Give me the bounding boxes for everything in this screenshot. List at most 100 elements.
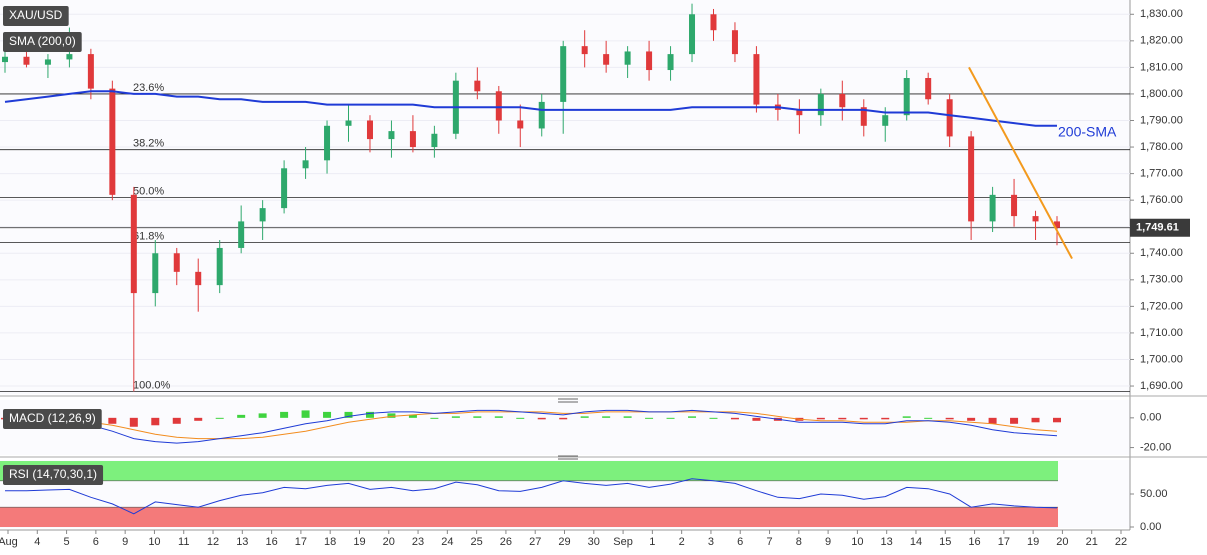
candle-body bbox=[882, 115, 889, 126]
macd-histogram bbox=[344, 411, 353, 418]
macd-histogram bbox=[752, 417, 761, 421]
candle-body bbox=[366, 120, 373, 140]
x-tick-label: 16 bbox=[265, 536, 277, 548]
rsi-label-box bbox=[3, 465, 104, 485]
candle-body bbox=[538, 101, 545, 129]
rsi-upper-zone bbox=[0, 461, 1058, 481]
macd-histogram bbox=[881, 417, 890, 420]
x-tick-label: 14 bbox=[910, 536, 922, 548]
x-tick-label: 9 bbox=[825, 536, 831, 548]
candle-body bbox=[667, 54, 674, 71]
x-tick-label: 26 bbox=[500, 536, 512, 548]
macd-label-text: MACD (12,26,9) bbox=[9, 411, 96, 425]
y-tick-label: 1,740.00 bbox=[1140, 247, 1183, 259]
candle-body bbox=[130, 194, 137, 294]
x-tick-label: 18 bbox=[324, 536, 336, 548]
macd-histogram bbox=[945, 417, 954, 420]
x-tick-label: 5 bbox=[64, 536, 70, 548]
candle-body bbox=[66, 54, 73, 60]
x-tick-label: Sep bbox=[613, 536, 633, 548]
x-tick-label: 17 bbox=[998, 536, 1010, 548]
last-price-label: 1,749.61 bbox=[1136, 222, 1179, 234]
candle-body bbox=[259, 208, 266, 222]
candle-body bbox=[1032, 216, 1039, 222]
macd-histogram bbox=[688, 416, 697, 418]
candle-body bbox=[216, 247, 223, 286]
y-tick-label: 1,780.00 bbox=[1140, 141, 1183, 153]
sma-line bbox=[4, 90, 1057, 127]
x-tick-label: 17 bbox=[295, 536, 307, 548]
candle-body bbox=[23, 56, 30, 65]
macd-histogram bbox=[237, 414, 246, 418]
x-tick-label: 3 bbox=[708, 536, 714, 548]
candle-body bbox=[2, 56, 8, 63]
macd-histogram bbox=[988, 417, 997, 424]
macd-histogram bbox=[451, 416, 460, 418]
macd-histogram bbox=[1010, 417, 1019, 424]
candle-body bbox=[388, 131, 395, 140]
x-tick-label: 27 bbox=[529, 536, 541, 548]
macd-histogram bbox=[430, 417, 439, 419]
sma-label-box bbox=[3, 32, 82, 52]
candle-body bbox=[710, 14, 717, 31]
x-tick-label: 10 bbox=[851, 536, 863, 548]
y-tick-label: 1,710.00 bbox=[1140, 327, 1183, 339]
candle-body bbox=[495, 91, 502, 121]
x-tick-label: 23 bbox=[412, 536, 424, 548]
candle-body bbox=[1011, 194, 1018, 217]
macd-histogram bbox=[967, 417, 976, 421]
fib-label: 61.8% bbox=[133, 231, 164, 243]
rsi-label: RSI (14,70,30,1) bbox=[3, 465, 104, 485]
macd-histogram bbox=[258, 413, 267, 418]
x-tick-label: 8 bbox=[796, 536, 802, 548]
macd-histogram bbox=[559, 417, 568, 420]
candle-body bbox=[925, 78, 932, 100]
symbol-label-text: XAU/USD bbox=[9, 8, 63, 22]
x-tick-label: 15 bbox=[939, 536, 951, 548]
sma-label: SMA (200,0) bbox=[3, 32, 82, 52]
y-tick-label: 50.00 bbox=[1140, 488, 1168, 500]
rsi-line bbox=[5, 478, 1058, 515]
y-tick-label: 1,770.00 bbox=[1140, 168, 1183, 180]
x-tick-label: Aug bbox=[0, 536, 18, 548]
x-tick-label: 12 bbox=[207, 536, 219, 548]
symbol-label: XAU/USD bbox=[3, 6, 69, 26]
macd-histogram bbox=[365, 411, 374, 418]
macd-histogram bbox=[323, 411, 332, 418]
candle-body bbox=[946, 99, 953, 137]
x-tick-label: 29 bbox=[558, 536, 570, 548]
fib-label: 100.0% bbox=[133, 379, 171, 391]
x-tick-label: 19 bbox=[1027, 536, 1039, 548]
macd-histogram bbox=[151, 417, 160, 426]
macd-histogram bbox=[387, 413, 396, 418]
y-tick-label: 1,820.00 bbox=[1140, 35, 1183, 47]
x-tick-label: 19 bbox=[353, 536, 365, 548]
last-price-box bbox=[1130, 218, 1190, 237]
y-tick-label: 1,690.00 bbox=[1140, 380, 1183, 392]
macd-histogram bbox=[408, 414, 417, 418]
sma-label-text: SMA (200,0) bbox=[9, 34, 76, 48]
candle-body bbox=[796, 109, 803, 116]
candle-body bbox=[903, 78, 910, 116]
macd-histogram bbox=[902, 416, 911, 418]
macd-histogram bbox=[645, 417, 654, 419]
y-tick-label: 1,800.00 bbox=[1140, 88, 1183, 100]
candle-body bbox=[839, 93, 846, 108]
candle-body bbox=[731, 30, 738, 55]
macd-label-box bbox=[3, 409, 102, 429]
macd-histogram bbox=[215, 417, 224, 419]
macd-histogram bbox=[602, 416, 611, 418]
rsi-lower-zone bbox=[0, 507, 1058, 527]
resize-handle[interactable] bbox=[558, 398, 578, 460]
macd-histogram bbox=[709, 417, 718, 419]
macd-histogram bbox=[816, 417, 825, 420]
x-tick-label: 2 bbox=[679, 536, 685, 548]
candle-body bbox=[431, 133, 438, 148]
y-tick-label: 1,810.00 bbox=[1140, 61, 1183, 73]
macd-label: MACD (12,26,9) bbox=[3, 409, 102, 429]
macd-histogram bbox=[194, 417, 203, 421]
x-tick-label: 24 bbox=[441, 536, 453, 548]
x-tick-label: 30 bbox=[588, 536, 600, 548]
y-tick-label: 0.00 bbox=[1140, 412, 1161, 424]
